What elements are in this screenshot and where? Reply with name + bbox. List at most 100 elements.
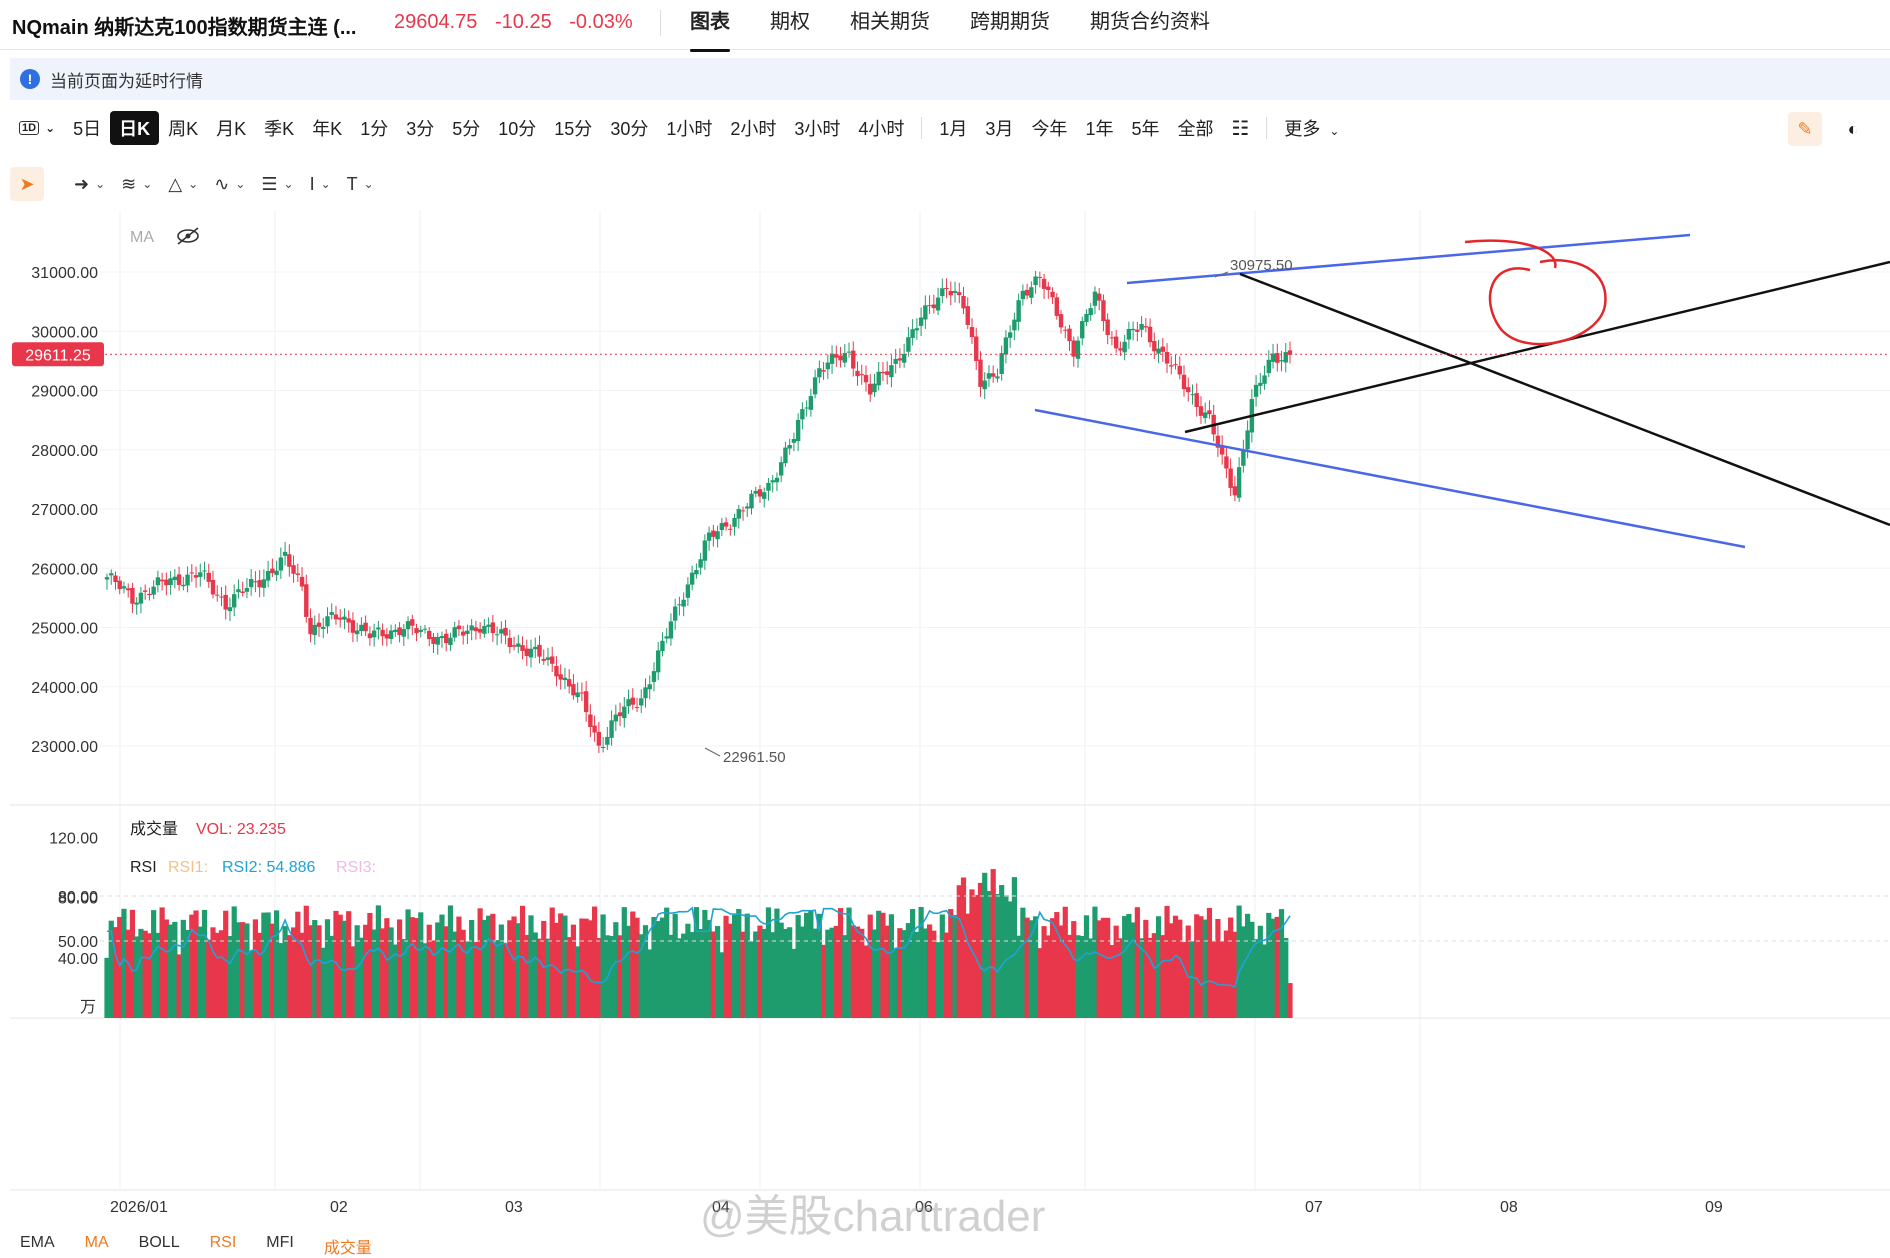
chart-grid xyxy=(10,210,1890,1191)
volume-bar xyxy=(223,910,229,1018)
gauge-icon[interactable]: ◐ xyxy=(1847,118,1859,139)
period-a-6[interactable]: 1分 xyxy=(360,119,389,139)
volume-bar xyxy=(1202,919,1208,1018)
line-tool-icon[interactable]: ➜ ⌄ xyxy=(74,173,106,194)
more-dropdown[interactable]: 更多 ⌄ xyxy=(1275,111,1348,145)
x-tick-label: 2026/01 xyxy=(110,1199,168,1216)
volume-bar xyxy=(1049,918,1056,1018)
rsi2-label: RSI2: 54.886 xyxy=(222,859,316,876)
period-a-10[interactable]: 15分 xyxy=(554,119,593,139)
period-b-5[interactable]: 全部 xyxy=(1177,119,1214,139)
volume-bar xyxy=(439,914,445,1018)
volume-bar xyxy=(1016,935,1022,1018)
period-a-15[interactable]: 4小时 xyxy=(858,119,905,139)
candle-body xyxy=(791,439,797,443)
volume-bar xyxy=(1071,921,1077,1018)
candle-body xyxy=(711,530,716,537)
tab-related-futures[interactable]: 相关期货 xyxy=(850,11,930,33)
volume-bar xyxy=(515,923,521,1018)
period-b-2[interactable]: 今年 xyxy=(1031,119,1068,139)
volume-bar xyxy=(507,920,513,1018)
eye-off-icon xyxy=(177,229,199,243)
candle-body xyxy=(1105,319,1110,335)
fib-tool-icon[interactable]: ≋ ⌄ xyxy=(121,173,153,194)
candle-body xyxy=(550,656,555,664)
indicator-rsi[interactable]: RSI xyxy=(209,1234,237,1251)
volume-bar xyxy=(1189,941,1196,1018)
tab-spread-futures[interactable]: 跨期期货 xyxy=(970,11,1050,33)
candle-body xyxy=(1012,319,1017,331)
candle-body xyxy=(465,630,470,634)
period-b-1[interactable]: 3月 xyxy=(985,119,1014,139)
candle-body xyxy=(1054,297,1059,316)
x-tick-label: 06 xyxy=(915,1199,933,1216)
period-a-7[interactable]: 3分 xyxy=(406,119,435,139)
tab-options[interactable]: 期权 xyxy=(770,11,810,33)
volume-bar xyxy=(354,925,360,1018)
text-cursor-icon[interactable]: I ⌄ xyxy=(309,173,331,194)
candle-body xyxy=(868,383,873,395)
period-a-8[interactable]: 5分 xyxy=(452,119,481,139)
indicator-mfi[interactable]: MFI xyxy=(266,1234,294,1251)
indicator-ma[interactable]: MA xyxy=(84,1234,109,1251)
candle-body xyxy=(274,570,279,575)
measure-tool-icon[interactable]: ☰ ⌄ xyxy=(261,173,294,194)
candle-body xyxy=(121,586,127,589)
divider xyxy=(921,117,923,139)
candle-body xyxy=(918,317,924,326)
volume-bar xyxy=(625,925,632,1018)
interval-dropdown[interactable]: 1D ⌄ xyxy=(10,117,64,139)
period-a-5[interactable]: 年K xyxy=(312,119,343,139)
period-a-12[interactable]: 1小时 xyxy=(666,119,713,139)
price-change-pct: -0.03% xyxy=(569,11,633,33)
candle-body xyxy=(910,329,915,338)
volume-bar xyxy=(596,938,602,1018)
candle-body xyxy=(299,576,305,587)
candle-body xyxy=(507,637,513,647)
period-a-3[interactable]: 月K xyxy=(216,119,247,139)
indicator-boll[interactable]: BOLL xyxy=(138,1234,180,1251)
period-a-1[interactable]: 日K xyxy=(110,111,160,145)
candle-body xyxy=(664,636,669,639)
candle-body xyxy=(596,731,602,746)
volume-bar xyxy=(600,914,606,1018)
period-b-3[interactable]: 1年 xyxy=(1085,119,1114,139)
candle-body xyxy=(1194,393,1199,408)
indicator-volume[interactable]: 成交量 xyxy=(323,1240,372,1257)
period-a-11[interactable]: 30分 xyxy=(610,119,649,139)
candle-body xyxy=(452,627,457,638)
chevron-down-icon: ⌄ xyxy=(320,177,331,191)
pattern-tool-icon[interactable]: △ ⌄ xyxy=(168,173,199,194)
candle-body xyxy=(643,687,648,699)
text-tool-icon[interactable]: T ⌄ xyxy=(346,173,374,194)
period-a-14[interactable]: 3小时 xyxy=(794,119,841,139)
wave-tool-icon[interactable]: ∿ ⌄ xyxy=(214,173,246,194)
candle-body xyxy=(181,584,186,587)
candle-body xyxy=(579,692,585,694)
indicator-tabs: EMA MA BOLL RSI MFI 成交量 xyxy=(20,1234,372,1258)
period-a-0[interactable]: 5日 xyxy=(73,119,102,139)
tab-chart[interactable]: 图表 xyxy=(690,0,730,52)
period-a-4[interactable]: 季K xyxy=(264,119,295,139)
candle-body xyxy=(571,684,576,696)
draw-pen-icon[interactable]: ✎ xyxy=(1788,112,1822,146)
y-tick-label: 25000.00 xyxy=(31,621,98,638)
calendar-range-icon[interactable]: ☷ xyxy=(1231,117,1250,140)
cursor-icon[interactable]: ➤ xyxy=(10,167,44,201)
period-a-9[interactable]: 10分 xyxy=(498,119,537,139)
period-a-2[interactable]: 周K xyxy=(168,119,199,139)
tab-contract-info[interactable]: 期货合约资料 xyxy=(1090,11,1210,33)
candle-body xyxy=(927,305,932,307)
volume-bar xyxy=(1274,916,1280,1018)
symbol-title[interactable]: NQmain 纳斯达克100指数期货主连 (... xyxy=(12,17,357,39)
volume-bar xyxy=(740,931,746,1018)
volume-bar xyxy=(642,925,649,1018)
price-chart[interactable]: 31000.00 30000.00 29000.00 28000.00 27000.00… xyxy=(0,210,1890,1238)
period-b-0[interactable]: 1月 xyxy=(939,119,968,139)
x-tick-label: 08 xyxy=(1500,1199,1518,1216)
indicator-ema[interactable]: EMA xyxy=(20,1234,55,1251)
period-b-4[interactable]: 5年 xyxy=(1131,119,1160,139)
candle-body xyxy=(897,358,903,361)
candle-body xyxy=(312,624,317,636)
period-a-13[interactable]: 2小时 xyxy=(730,119,777,139)
